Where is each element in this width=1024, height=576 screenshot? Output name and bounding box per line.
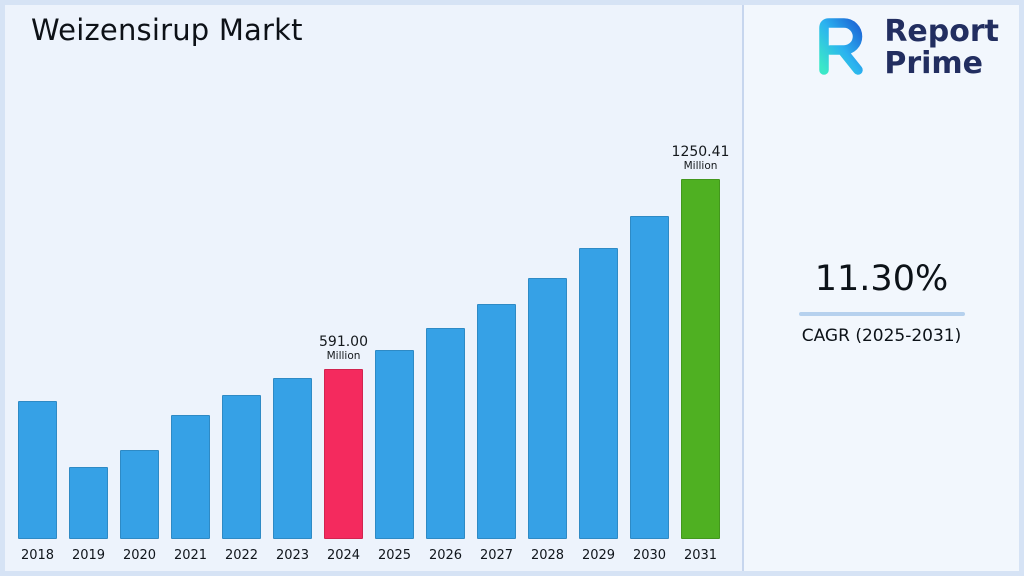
cagr-value: 11.30% [814,259,949,299]
cagr-block: 11.30% CAGR (2025-2031) [744,259,1019,346]
bar-column-2031: 1250.41 Million 2031 [672,144,730,563]
bar-column-2027: 2027 [477,304,516,563]
bar-column-2026: 2026 [426,328,465,563]
x-tick-label: 2026 [428,548,463,563]
bar-2027 [477,304,516,539]
bar-column-2025: 2025 [375,350,414,563]
bar-unit-label: Million [683,159,718,172]
bar-unit-label: Million [326,349,361,362]
cagr-underline [798,312,965,316]
cagr-label: CAGR (2025-2031) [801,326,962,346]
x-tick-label: 2025 [377,548,412,563]
bar-column-2020: 2020 [120,450,159,563]
x-tick-label: 2018 [20,548,55,563]
x-tick-label: 2023 [275,548,310,563]
bar-2020 [120,450,159,539]
bar-column-2029: 2029 [579,248,618,563]
bar-2025 [375,350,414,539]
bar-chart: 2018 2019 2020 2021 2022 2023 591.00 Million 202… [18,144,730,563]
bar-2028 [528,278,567,539]
bar-column-2028: 2028 [528,278,567,563]
bar-value-label: 1250.41 [671,143,730,160]
logo-line1: Report [884,13,999,49]
bar-2018 [18,401,57,539]
bar-2019 [69,467,108,539]
report-prime-logo: Report Prime [806,13,999,83]
bar-2021 [171,415,210,539]
bar-column-2024: 591.00 Million 2024 [319,334,368,563]
x-tick-label: 2020 [122,548,157,563]
bar-2030 [630,216,669,539]
bar-column-2021: 2021 [171,415,210,563]
bar-2024 [324,369,363,539]
x-tick-label: 2024 [326,548,361,563]
bar-column-2023: 2023 [273,378,312,563]
x-tick-label: 2027 [479,548,514,563]
bar-column-2018: 2018 [18,401,57,563]
bar-data-label: 1250.41 Million [672,144,730,172]
bar-2023 [273,378,312,539]
bar-2026 [426,328,465,539]
x-tick-label: 2031 [683,548,718,563]
bar-column-2019: 2019 [69,467,108,563]
report-prime-logo-icon [806,13,876,83]
bar-column-2030: 2030 [630,216,669,563]
bar-value-label: 591.00 [319,333,368,350]
bar-2022 [222,395,261,539]
right-panel: Report Prime 11.30% CAGR (2025-2031) [742,5,1019,571]
x-tick-label: 2021 [173,548,208,563]
logo-wordmark: Report Prime [884,13,999,81]
x-tick-label: 2030 [632,548,667,563]
x-tick-label: 2029 [581,548,616,563]
bar-2031 [681,179,720,539]
logo-line2: Prime [884,46,983,81]
x-tick-label: 2022 [224,548,259,563]
bar-2029 [579,248,618,539]
x-tick-label: 2019 [71,548,106,563]
x-tick-label: 2028 [530,548,565,563]
bar-column-2022: 2022 [222,395,261,563]
bar-data-label: 591.00 Million [319,334,368,362]
page-title: Weizensirup Markt [31,13,303,47]
